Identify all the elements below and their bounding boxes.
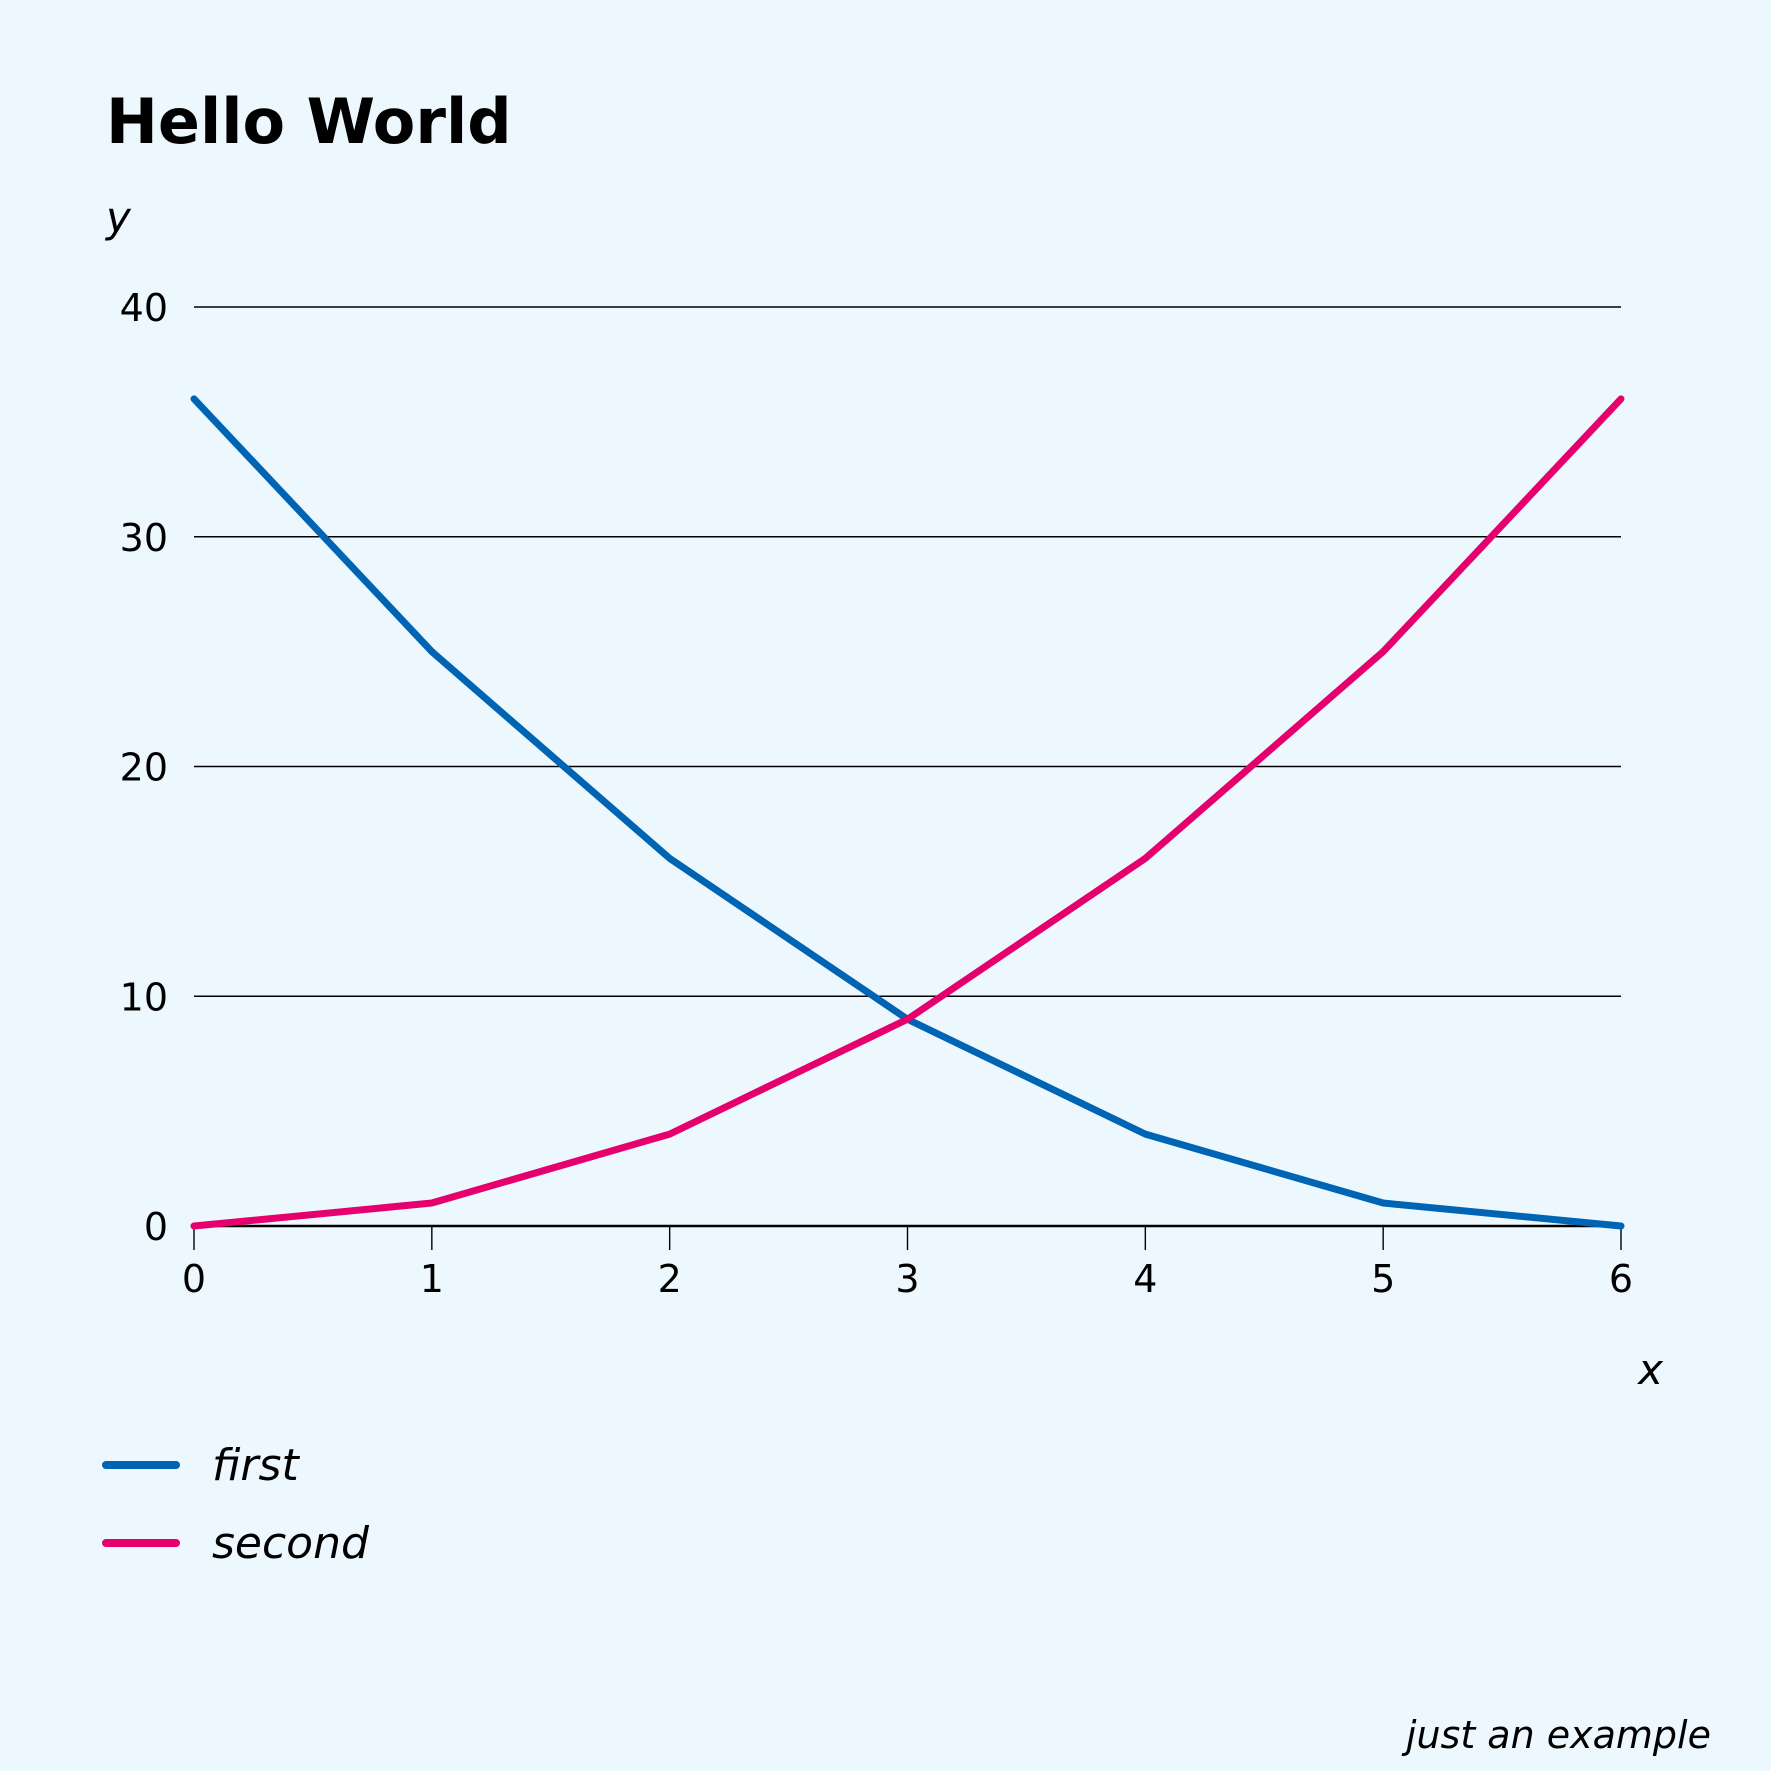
x-tick-label: 5: [1371, 1257, 1395, 1301]
y-axis-label: y: [104, 193, 132, 242]
chart-caption: just an example: [1401, 1713, 1711, 1757]
grid-lines: [194, 306, 1621, 1228]
y-tick-label: 20: [120, 746, 168, 790]
x-tick-label: 3: [895, 1257, 919, 1301]
x-tick-label: 6: [1609, 1257, 1633, 1301]
y-tick-label: 0: [144, 1205, 168, 1249]
series-line-second: [190, 395, 1625, 1230]
chart-title: Hello World: [106, 85, 512, 158]
x-axis-label: x: [1636, 1345, 1664, 1394]
series-line-first: [190, 395, 1625, 1230]
legend-label-second: second: [212, 1518, 370, 1569]
x-tick-label: 4: [1133, 1257, 1157, 1301]
x-axis-ticks: 0 1 2 3 4 5 6: [182, 1226, 1633, 1301]
legend-label-first: first: [212, 1440, 300, 1491]
y-tick-label: 40: [120, 286, 168, 330]
y-tick-label: 10: [120, 975, 168, 1019]
y-tick-label: 30: [120, 516, 168, 560]
legend: first second: [102, 1440, 370, 1569]
x-tick-label: 2: [658, 1257, 682, 1301]
x-tick-label: 0: [182, 1257, 206, 1301]
series-lines: [190, 395, 1625, 1230]
x-tick-label: 1: [420, 1257, 444, 1301]
y-tick-labels: 0 10 20 30 40: [120, 286, 168, 1249]
